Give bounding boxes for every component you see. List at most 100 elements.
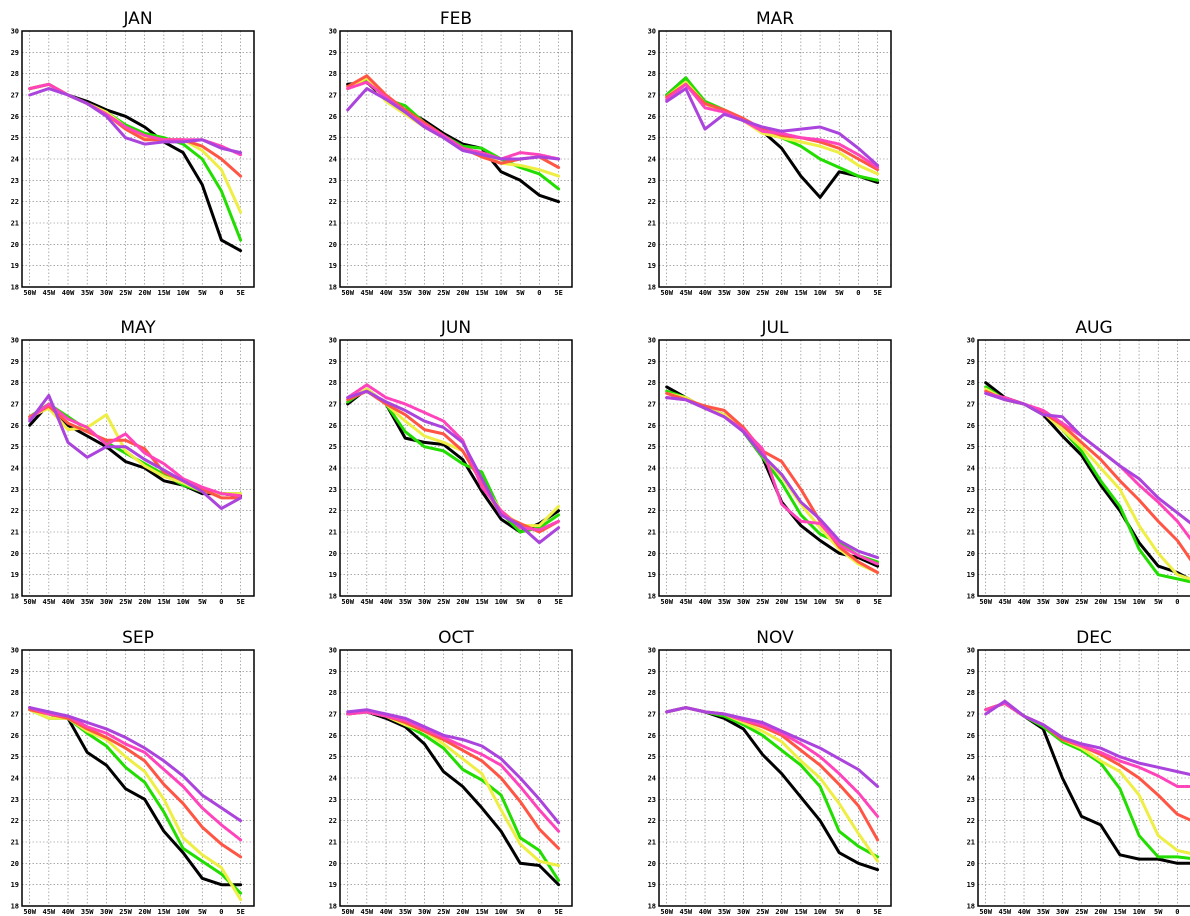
panel-title: SEP: [122, 628, 154, 648]
y-tick-label: 22: [329, 507, 337, 515]
y-tick-label: 29: [967, 668, 975, 676]
x-tick-label: 45W: [680, 598, 693, 606]
x-tick-label: 10W: [177, 598, 190, 606]
y-tick-label: 23: [648, 177, 656, 185]
y-tick-label: 27: [329, 711, 337, 719]
series-line-6: [28, 706, 243, 823]
y-tick-label: 22: [329, 198, 337, 206]
y-tick-label: 23: [329, 486, 337, 494]
x-tick-label: 15W: [158, 289, 171, 297]
y-tick-label: 27: [11, 711, 19, 719]
x-tick-label: 35W: [718, 908, 731, 916]
y-tick-label: 24: [329, 465, 337, 473]
x-tick-label: 15W: [158, 598, 171, 606]
y-tick-label: 23: [967, 796, 975, 804]
y-tick-label: 27: [11, 401, 19, 409]
x-tick-label: 45W: [999, 908, 1012, 916]
x-tick-label: 40W: [699, 908, 712, 916]
x-tick-label: 20W: [138, 598, 151, 606]
y-tick-label: 23: [648, 486, 656, 494]
series-line-6: [346, 389, 561, 545]
series-line-6: [665, 87, 880, 167]
x-tick-label: 5E: [873, 598, 881, 606]
y-tick-label: 30: [648, 647, 656, 655]
x-tick-label: 5E: [236, 289, 244, 297]
y-tick-label: 27: [648, 401, 656, 409]
y-tick-label: 24: [11, 465, 19, 473]
y-tick-label: 27: [329, 401, 337, 409]
x-tick-label: 25W: [437, 908, 450, 916]
x-tick-label: 25W: [437, 289, 450, 297]
y-tick-label: 28: [329, 689, 337, 697]
x-tick-label: 10W: [1133, 598, 1146, 606]
panel-aug: AUG 18 19 20 21 22 23 24 25 26 27 28 29 30 50W 45W 40W 35…: [967, 318, 1190, 606]
x-tick-label: 10W: [1133, 908, 1146, 916]
y-tick-label: 25: [967, 753, 975, 761]
x-tick-label: 35W: [81, 908, 94, 916]
y-tick-label: 21: [329, 839, 337, 847]
y-tick-label: 21: [648, 220, 656, 228]
y-tick-label: 23: [11, 486, 19, 494]
x-tick-label: 10W: [814, 598, 827, 606]
x-tick-label: 40W: [699, 598, 712, 606]
x-tick-label: 10W: [177, 908, 190, 916]
x-tick-label: 0: [1175, 598, 1179, 606]
x-tick-label: 30W: [418, 598, 431, 606]
panel-mar: MAR 18 19 20 21 22 23 24 25 26 27 28 29 30 50W 45W 40W 35…: [648, 9, 892, 297]
panel-frame: [21, 30, 255, 288]
series-line-1: [346, 710, 561, 887]
x-tick-label: 5W: [835, 908, 844, 916]
x-tick-label: 30W: [1056, 598, 1069, 606]
y-tick-label: 29: [11, 358, 19, 366]
x-tick-label: 50W: [341, 908, 354, 916]
x-tick-label: 15W: [795, 908, 808, 916]
y-tick-label: 22: [329, 817, 337, 825]
x-tick-label: 30W: [100, 598, 113, 606]
y-tick-label: 19: [329, 262, 337, 270]
x-tick-label: 35W: [81, 289, 94, 297]
x-tick-label: 5E: [236, 598, 244, 606]
x-tick-label: 25W: [1075, 598, 1088, 606]
y-tick-label: 26: [648, 113, 656, 121]
series-line-6: [984, 699, 1190, 776]
y-tick-label: 26: [648, 732, 656, 740]
y-tick-label: 20: [329, 550, 337, 558]
y-tick-label: 24: [329, 775, 337, 783]
x-tick-label: 15W: [1114, 908, 1127, 916]
y-tick-label: 28: [967, 689, 975, 697]
y-tick-label: 30: [329, 337, 337, 345]
y-tick-label: 28: [329, 70, 337, 78]
y-tick-label: 21: [648, 839, 656, 847]
series-line-3: [28, 708, 243, 902]
x-tick-label: 50W: [341, 289, 354, 297]
gridlines: [659, 649, 891, 907]
x-tick-label: 20W: [775, 908, 788, 916]
x-tick-label: 5W: [1154, 908, 1163, 916]
y-tick-label: 18: [648, 903, 656, 911]
y-tick-label: 26: [329, 422, 337, 430]
y-tick-label: 19: [11, 262, 19, 270]
x-tick-label: 25W: [756, 289, 769, 297]
gridlines: [340, 30, 572, 288]
panel-frame: [21, 339, 255, 597]
x-tick-label: 5E: [873, 289, 881, 297]
x-tick-label: 5W: [516, 289, 525, 297]
y-tick-label: 29: [11, 49, 19, 57]
y-tick-label: 18: [967, 903, 975, 911]
y-tick-label: 26: [967, 732, 975, 740]
x-tick-label: 20W: [1094, 598, 1107, 606]
y-tick-label: 21: [967, 839, 975, 847]
y-tick-label: 23: [329, 796, 337, 804]
y-tick-label: 28: [11, 70, 19, 78]
x-tick-label: 5E: [554, 289, 562, 297]
panel-title: JUL: [761, 318, 789, 338]
gridlines: [340, 339, 572, 597]
series-line-6: [346, 708, 561, 825]
y-tick-label: 19: [329, 571, 337, 579]
y-tick-label: 20: [648, 241, 656, 249]
x-tick-label: 5W: [516, 908, 525, 916]
panel-oct: OCT 18 19 20 21 22 23 24 25 26 27 28 29 30 50W 45W 40W 35…: [329, 628, 573, 916]
x-tick-label: 15W: [476, 908, 489, 916]
y-tick-label: 23: [648, 796, 656, 804]
